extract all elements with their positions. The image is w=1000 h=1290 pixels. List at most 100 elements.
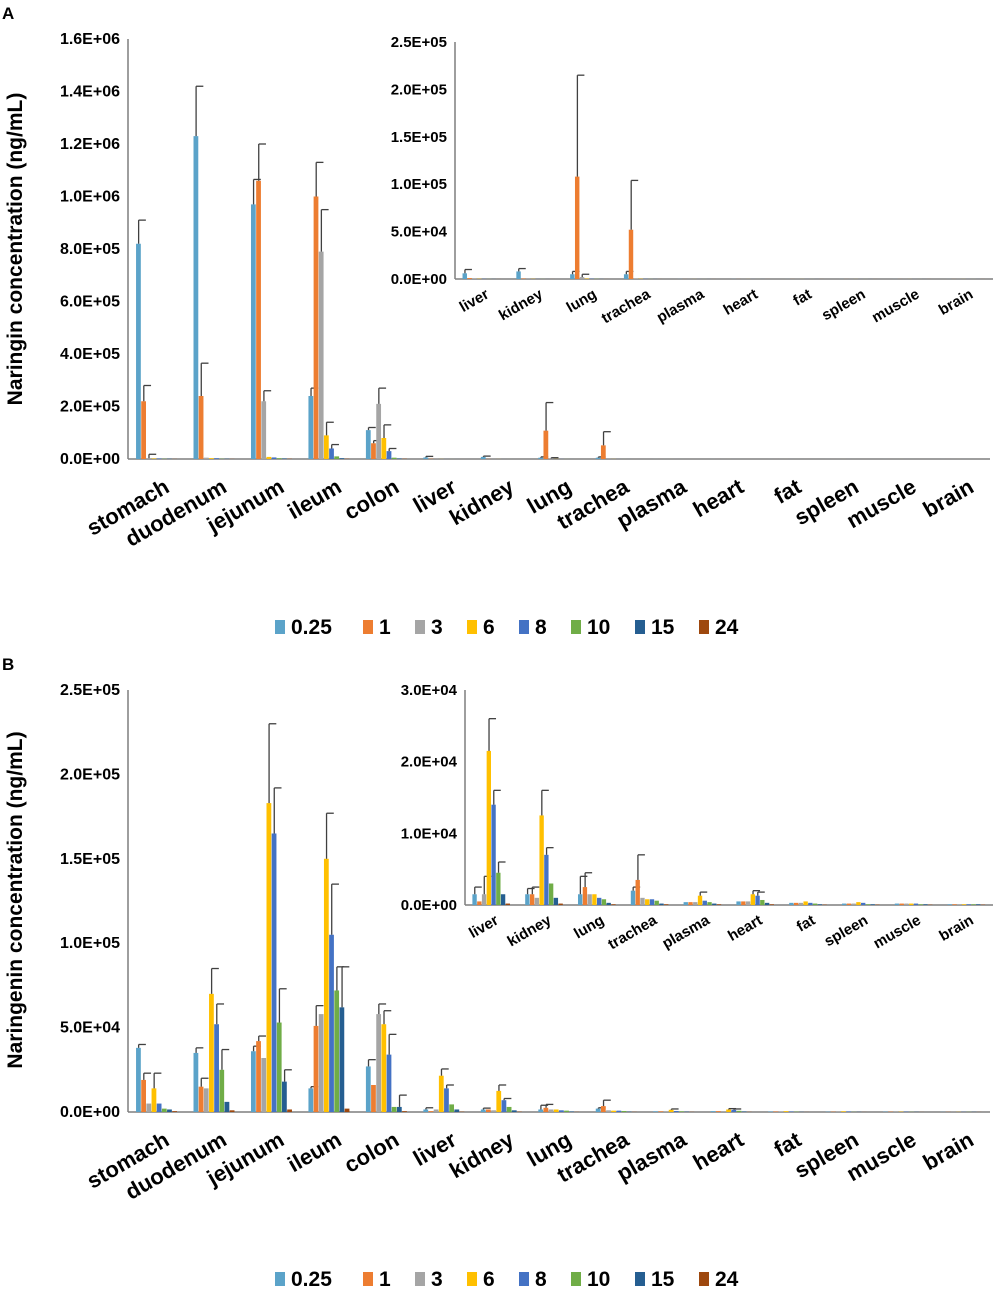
panel-b-inset-bar-plasma-8: [702, 900, 707, 905]
panel-b-main-bar-plasma-3: [663, 1111, 669, 1112]
panel-b-main-bar-jejunum-10: [276, 1022, 282, 1112]
panel-b-main-bar-spleen-6: [841, 1111, 846, 1112]
panel-b-main-ytick-label: 2.0E+05: [60, 766, 120, 783]
panel-b-inset-ytick-label: 3.0E+04: [401, 682, 458, 699]
panel-a-main-bar-duodenum-3: [203, 457, 209, 459]
panel-a-inset-bar-lung-0.25: [570, 274, 575, 279]
panel-b-main-bar-stomach-8: [156, 1103, 162, 1112]
panel-b-inset-bar-muscle-0.25: [894, 903, 900, 905]
panel-a-main-bar-jejunum-0.25: [250, 204, 256, 459]
panel-b-main-bar-duodenum-1: [198, 1086, 204, 1112]
panel-b-legend-swatch-8: [519, 1272, 529, 1286]
panel-b-inset-bar-heart-15: [764, 902, 770, 905]
panel-b-main-bar-kidney-1: [486, 1109, 491, 1112]
panel-b-inset-bar-kidney-10: [548, 883, 554, 905]
panel-a-inset-xtick-liver: liver: [457, 286, 492, 316]
panel-b-main-bar-colon-8: [386, 1054, 392, 1112]
panel-b-main-bar-kidney-8: [501, 1100, 507, 1112]
panel-b-inset-bar-muscle-8: [913, 903, 919, 905]
panel-b-inset-bar-heart-10: [760, 899, 765, 905]
panel-b-main-bar-stomach-3: [146, 1103, 152, 1112]
panel-b-main-bar-lung-6: [553, 1109, 559, 1112]
panel-b-inset-bar-heart-6: [750, 894, 755, 905]
panel-a-main-ytick-label: 8.0E+05: [60, 241, 120, 258]
panel-b-inset-bar-liver-3: [481, 894, 487, 905]
panel-b-legend-swatch-10: [571, 1272, 581, 1286]
panel-b-inset-bar-brain-8: [966, 904, 971, 905]
panel-a-main-ytick-label: 1.2E+06: [60, 136, 120, 153]
panel-b-inset-xtick-lung: lung: [571, 912, 607, 943]
panel-b-inset-bar-fat-0.25: [789, 902, 794, 905]
panel-b-legend-swatch-6: [467, 1272, 477, 1286]
panel-a-main-bar-kidney-0.25: [480, 456, 486, 459]
panel-a-inset-xtick-spleen: spleen: [819, 286, 869, 324]
panel-a-main-bar-duodenum-6: [209, 458, 214, 459]
panel-b-main-bar-stomach-15: [167, 1109, 172, 1112]
panel-b-inset-ytick-label: 1.0E+04: [401, 825, 458, 842]
panel-b-inset-xtick-plasma: plasma: [659, 911, 713, 952]
panel-a-main-xtick-ileum: ileum: [283, 474, 345, 524]
panel-a-main-xtick-colon: colon: [340, 474, 403, 525]
panel-b-main-bar-colon-1: [371, 1084, 376, 1112]
panel-b-inset-bar-trachea-0.25: [630, 890, 636, 905]
panel-a-inset-bar-trachea-1: [628, 229, 634, 279]
panel-b-main-bar-lung-8: [559, 1110, 564, 1112]
panel-a-inset-bar-kidney-0.25: [516, 271, 521, 279]
panel-b-inset-bar-plasma-6: [697, 895, 703, 905]
panel-b-inset-bar-muscle-15: [923, 904, 928, 905]
panel-a-inset-bar-lung-3: [579, 277, 585, 279]
panel-b-inset-xtick-fat: fat: [794, 912, 818, 936]
panel-a-legend-swatch-15: [635, 620, 645, 634]
panel-b-inset-bar-lung-3: [587, 894, 592, 905]
panel-label-b: B: [2, 655, 14, 674]
panel-b-inset-bar-kidney-3: [534, 897, 540, 905]
panel-b-inset-bar-brain-1: [952, 904, 957, 905]
panel-a-main-ytick-label: 6.0E+05: [60, 294, 120, 311]
panel-b-main-bar-jejunum-0.25: [250, 1051, 256, 1112]
panel-a-legend-swatch-24: [699, 620, 709, 634]
panel-a-legend-swatch-6: [467, 620, 477, 634]
panel-a-inset-ytick-label: 1.0E+05: [391, 176, 447, 193]
panel-b-main-xtick-ileum: ileum: [283, 1127, 345, 1177]
panel-b-inset-bar-brain-0.25: [947, 904, 952, 905]
panel-b-inset-bar-liver-15: [500, 894, 506, 905]
panel-a-inset-ytick-label: 2.0E+05: [391, 81, 447, 98]
panel-b-main-bar-spleen-8: [846, 1111, 852, 1112]
panel-b-main-bar-duodenum-15: [224, 1101, 230, 1112]
panel-b-main-bar-kidney-6: [496, 1090, 502, 1112]
panel-a-inset-xtick-kidney: kidney: [496, 285, 546, 324]
panel-a-legend-label-10: 10: [587, 616, 610, 639]
panel-b-main-bar-duodenum-3: [203, 1088, 209, 1112]
panel-b-inset-bar-kidney-0.25: [525, 894, 530, 905]
panel-b-inset-bar-spleen-8: [861, 902, 866, 905]
panel-b-legend-label-15: 15: [651, 1268, 675, 1290]
panel-b-y-axis-title: Naringenin concentration (ng/mL): [4, 731, 27, 1068]
panel-b-main-ytick-label: 1.5E+05: [60, 851, 120, 868]
panel-b-main-bar-jejunum-15: [282, 1081, 287, 1112]
panel-a-legend-swatch-10: [571, 620, 581, 634]
panel-a-legend-label-24: 24: [715, 616, 739, 639]
panel-b-inset-bar-plasma-15: [712, 903, 717, 905]
panel-a-main-bar-ileum-10: [334, 456, 340, 459]
panel-b-main-bar-colon-15: [396, 1106, 402, 1112]
panel-b-main-bar-trachea-10: [621, 1110, 627, 1112]
panel-a-main-bar-ileum-15: [339, 458, 345, 459]
panel-a-main-bar-duodenum-1: [198, 396, 204, 459]
panel-a-main-bar-colon-8: [386, 451, 392, 459]
panel-b-main-bar-fat-0.25: [768, 1111, 773, 1112]
panel-a-main-xtick-kidney: kidney: [445, 473, 519, 530]
panel-b-inset-bar-trachea-15: [659, 903, 664, 905]
panel-a-y-axis-title: Naringin concentration (ng/mL): [4, 93, 27, 406]
panel-b-main-bar-ileum-15: [339, 1007, 345, 1112]
panel-a-main-ytick-label: 1.6E+06: [60, 31, 120, 48]
panel-a-main-xtick-brain: brain: [919, 474, 978, 523]
panel-b-legend-label-1: 1: [379, 1268, 391, 1290]
panel-b-inset-bar-lung-10: [601, 899, 607, 905]
panel-a-main-bar-stomach-1: [141, 401, 146, 459]
panel-b-inset-bar-liver-10: [496, 872, 501, 905]
panel-label-a: A: [2, 4, 14, 23]
panel-b-inset-bar-brain-6: [961, 904, 967, 905]
panel-b-main-bar-plasma-6: [668, 1109, 674, 1112]
panel-b-main-bar-ileum-6: [323, 858, 329, 1112]
panel-b-legend-swatch-15: [635, 1272, 645, 1286]
